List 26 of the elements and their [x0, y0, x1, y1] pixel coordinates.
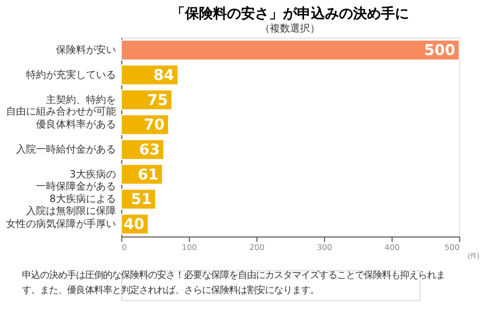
x-tick-label: 300	[316, 242, 332, 252]
y-tick-label: 女性の病気保障が手厚い	[6, 218, 116, 230]
data-label: 51	[131, 190, 152, 208]
x-tick-label: 500	[444, 242, 460, 252]
x-tick-label: 400	[384, 242, 400, 252]
chart-title: 「保険料の安さ」が申込みの決め手に	[171, 4, 410, 22]
y-tick-label: 入院一時給付金がある	[16, 143, 116, 156]
data-label: 84	[153, 66, 174, 84]
data-label: 70	[144, 116, 165, 134]
y-tick-label: 優良体料率がある	[36, 118, 116, 131]
y-tick-label: 特約が充実している	[26, 68, 116, 81]
y-tick-label: 保険料が安い	[56, 44, 116, 56]
x-tick-label: 200	[249, 242, 265, 252]
data-label: 40	[124, 215, 144, 234]
bar	[120, 40, 460, 61]
data-label: 75	[147, 90, 168, 109]
text: 申込の決め手は圧倒的な保険料の安さ！必要な保障を自由にカスタマイズすることで保険料も抑えられます。また、優良体料率と判定されれば、さらに保険料は割安になります。	[22, 270, 445, 296]
y-tick-label: 8大疾病による入院は無制限に保障	[26, 193, 116, 218]
x-tick-label: 100	[182, 242, 197, 252]
data-label: 500	[424, 41, 456, 60]
x-tick-label: 0	[122, 242, 127, 252]
y-tick-label: 3大疾病の一時保障金がある	[36, 168, 116, 192]
chart-subtitle: （複数選択）	[260, 22, 320, 35]
data-label: 63	[139, 140, 160, 158]
y-tick-label: 主契約、特約を自由に組み合わせが可能	[6, 94, 116, 118]
data-label: 61	[138, 165, 159, 184]
